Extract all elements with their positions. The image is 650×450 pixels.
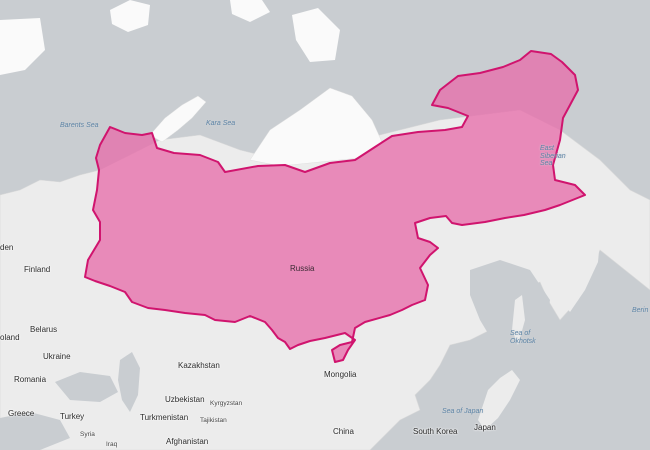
label-uzbekistan: Uzbekistan	[165, 395, 205, 404]
label-syria: Syria	[80, 431, 95, 438]
label-ukraine: Ukraine	[43, 352, 71, 361]
label-sea-of-okhotsk: Sea of Okhotsk	[510, 330, 536, 345]
label-sea-of-japan: Sea of Japan	[442, 408, 484, 415]
sea-of-japan-water	[430, 370, 482, 425]
black-sea-water	[55, 372, 118, 402]
label-bering-partial: Berin	[632, 307, 649, 314]
novaya-zemlya	[149, 95, 207, 143]
label-greece: Greece	[8, 409, 35, 418]
sakhalin	[512, 295, 525, 345]
sea-of-okhotsk-water	[470, 260, 550, 350]
label-russia: Russia	[290, 264, 315, 273]
svalbard	[110, 0, 150, 32]
kamchatka	[560, 235, 600, 312]
label-iraq: Iraq	[106, 441, 118, 448]
franz-josef-land	[230, 0, 270, 22]
label-kara-sea: Kara Sea	[206, 120, 236, 127]
russia-overlay[interactable]	[84, 50, 586, 363]
label-afghanistan: Afghanistan	[166, 437, 209, 446]
label-finland: Finland	[24, 265, 51, 274]
label-japan: Japan	[474, 423, 496, 432]
label-kazakhstan: Kazakhstan	[178, 361, 220, 370]
label-turkey: Turkey	[60, 412, 85, 421]
severnaya-zemlya	[249, 87, 383, 167]
mediterranean-water	[0, 412, 70, 450]
label-kyrgyzstan: Kyrgyzstan	[210, 400, 243, 407]
label-poland-partial: oland	[0, 333, 20, 342]
label-tajikistan: Tajikistan	[200, 417, 227, 424]
label-romania: Romania	[14, 375, 47, 384]
arctic-island-east	[292, 8, 340, 62]
caspian-sea-water	[118, 352, 140, 412]
greenland-edge	[0, 18, 45, 75]
label-mongolia: Mongolia	[324, 370, 357, 379]
label-belarus: Belarus	[30, 325, 58, 334]
label-east-siberian-sea: East Siberian Sea	[540, 145, 566, 168]
label-south-korea: South Korea	[413, 427, 458, 436]
label-turkmenistan: Turkmenistan	[140, 413, 189, 422]
label-sweden-partial: den	[0, 243, 14, 252]
label-china: China	[333, 427, 354, 436]
label-barents-sea: Barents Sea	[60, 122, 99, 129]
japan-islands	[478, 370, 520, 430]
